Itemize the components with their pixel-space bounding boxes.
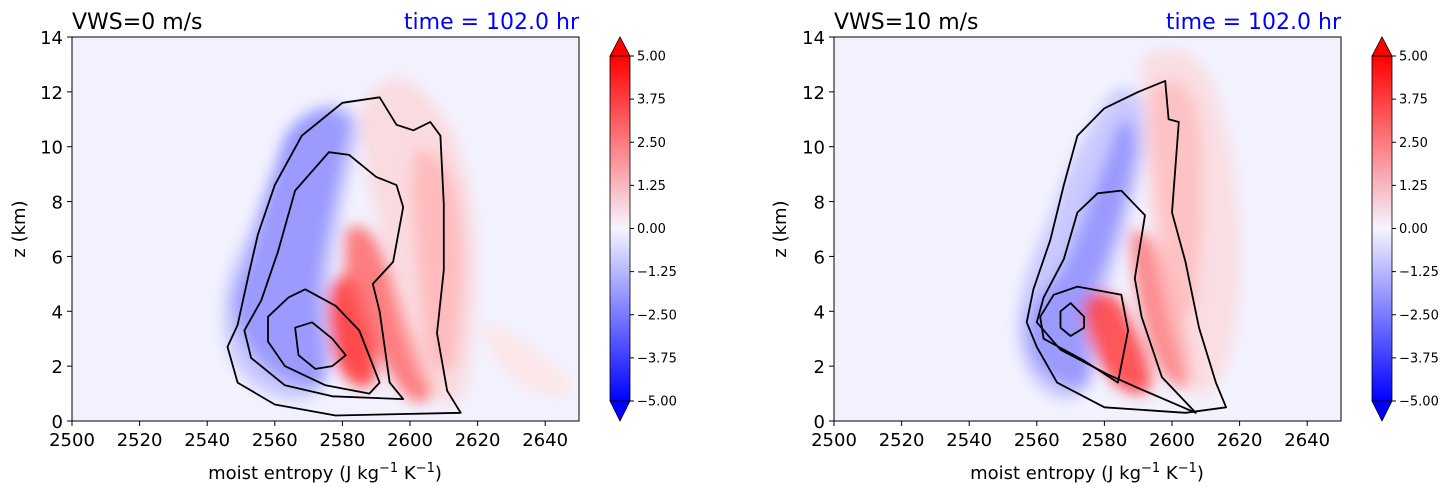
colorbar-tick-label: 5.00 (637, 50, 666, 65)
contour-line-3 (226, 96, 462, 417)
contours-right (1025, 80, 1227, 414)
panel-right: 2500 2520 2540 2560 2580 2600 2620 2640 0 2 4 6 8 10… (770, 10, 1439, 484)
y-tick-label: 4 (814, 302, 825, 323)
x-tick-label: 2620 (455, 430, 501, 451)
colorbar-left: 5.00 3.75 2.50 1.25 0.00 −1.25 −2.50 −3.75 −5.00 (609, 36, 677, 422)
contours-left (226, 96, 462, 417)
panel-left: 2500 2520 2540 2560 2580 2600 2620 2640 0 2 4 6 8 10… (9, 10, 677, 484)
y-axis-ticks-left: 0 2 4 6 8 10 12 14 (40, 28, 72, 433)
x-tick-label: 2600 (1149, 430, 1195, 451)
y-tick-label: 0 (52, 412, 63, 433)
title-right-left: time = 102.0 hr (404, 10, 580, 35)
x-tick-label: 2540 (184, 430, 230, 451)
ylabel-right: z (km) (770, 200, 791, 257)
y-axis-ticks-right: 0 2 4 6 8 10 12 14 (802, 28, 834, 433)
colorbar-tick-label: 2.50 (637, 136, 666, 151)
y-tick-label: 10 (802, 138, 825, 159)
x-tick-label: 2540 (946, 430, 992, 451)
title-right-right: time = 102.0 hr (1166, 10, 1342, 35)
colorbar-tick-label: −2.50 (637, 308, 677, 323)
y-tick-label: 14 (40, 28, 63, 49)
x-tick-label: 2620 (1217, 430, 1263, 451)
contour-line-0 (294, 321, 347, 370)
colorbar-tick-label: 1.25 (637, 179, 666, 194)
y-tick-label: 12 (40, 83, 63, 104)
colorbar-extend-bottom-right (1371, 400, 1393, 422)
contour-line-1 (1039, 285, 1129, 384)
shading-left (222, 78, 573, 406)
y-tick-label: 6 (814, 247, 825, 268)
colorbar-right: 5.00 3.75 2.50 1.25 0.00 −1.25 −2.50 −3.75 −5.00 (1371, 36, 1439, 422)
colorbar-ticks-left: 5.00 3.75 2.50 1.25 0.00 −1.25 −2.50 −3.75 −5.00 (630, 50, 677, 410)
contour-line-2 (1035, 189, 1197, 414)
y-tick-label: 12 (802, 83, 825, 104)
y-tick-label: 4 (52, 302, 63, 323)
contour-line-0 (1059, 302, 1085, 337)
colorbar-tick-label: −3.75 (1399, 351, 1439, 366)
colorbar-tick-label: 0.00 (1399, 222, 1428, 237)
x-axis-ticks-left: 2500 2520 2540 2560 2580 2600 2620 2640 (49, 421, 568, 451)
plot-frame-left (71, 36, 580, 422)
title-left-right: VWS=10 m/s (834, 10, 979, 35)
x-tick-label: 2560 (252, 430, 298, 451)
colorbar-tick-label: 3.75 (1399, 93, 1428, 108)
contour-line-3 (1025, 80, 1227, 414)
colorbar-tick-label: −5.00 (637, 395, 677, 410)
colorbar-extend-bottom-left (609, 400, 631, 422)
x-tick-label: 2580 (1081, 430, 1127, 451)
contour-line-2 (243, 151, 405, 400)
x-tick-label: 2640 (522, 430, 568, 451)
ylabel-left: z (km) (9, 200, 30, 257)
x-tick-label: 2600 (387, 430, 433, 451)
colorbar-ticks-right: 5.00 3.75 2.50 1.25 0.00 −1.25 −2.50 −3.75 −5.00 (1392, 50, 1439, 410)
y-tick-label: 2 (52, 357, 63, 378)
colorbar-body-right (1371, 55, 1393, 402)
shading-right (1017, 48, 1240, 400)
xlabel-right: moist entropy (J kg−1 K−1) (970, 461, 1204, 484)
colorbar-body-left (609, 55, 631, 402)
colorbar-extend-top-right (1371, 36, 1393, 57)
xlabel-left: moist entropy (J kg−1 K−1) (208, 461, 442, 484)
y-tick-label: 10 (40, 138, 63, 159)
y-tick-label: 0 (814, 412, 825, 433)
x-axis-ticks-right: 2500 2520 2540 2560 2580 2600 2620 2640 (811, 421, 1330, 451)
colorbar-tick-label: −3.75 (637, 351, 677, 366)
y-tick-label: 8 (52, 193, 63, 214)
colorbar-tick-label: 3.75 (637, 93, 666, 108)
x-tick-label: 2640 (1284, 430, 1330, 451)
plot-frame-right (833, 36, 1342, 422)
colorbar-tick-label: −1.25 (637, 265, 677, 280)
x-tick-label: 2500 (811, 430, 857, 451)
colorbar-tick-label: 2.50 (1399, 136, 1428, 151)
colorbar-tick-label: 0.00 (637, 222, 666, 237)
x-tick-label: 2580 (319, 430, 365, 451)
x-tick-label: 2520 (879, 430, 925, 451)
contour-line-1 (267, 288, 381, 395)
colorbar-tick-label: −5.00 (1399, 395, 1439, 410)
y-tick-label: 8 (814, 193, 825, 214)
x-tick-label: 2560 (1014, 430, 1060, 451)
colorbar-tick-label: −2.50 (1399, 308, 1439, 323)
y-tick-label: 6 (52, 247, 63, 268)
y-tick-label: 2 (814, 357, 825, 378)
colorbar-extend-top-left (609, 36, 631, 57)
colorbar-tick-label: 5.00 (1399, 50, 1428, 65)
x-tick-label: 2520 (117, 430, 163, 451)
colorbar-tick-label: −1.25 (1399, 265, 1439, 280)
colorbar-tick-label: 1.25 (1399, 179, 1428, 194)
y-tick-label: 14 (802, 28, 825, 49)
x-tick-label: 2500 (49, 430, 95, 451)
title-left-left: VWS=0 m/s (72, 10, 203, 35)
